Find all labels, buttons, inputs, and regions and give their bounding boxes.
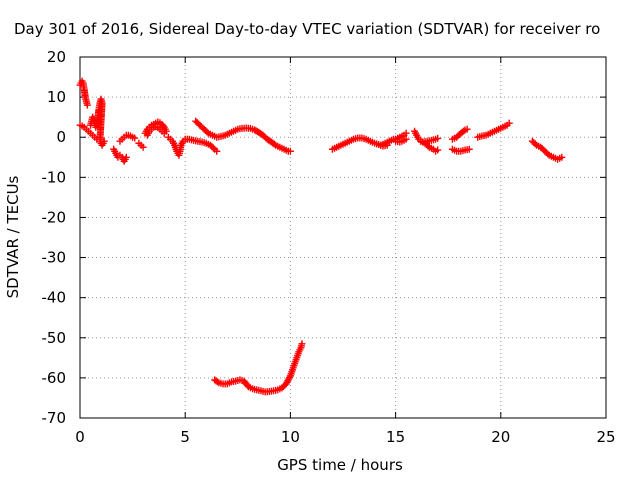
data-point	[131, 134, 139, 142]
x-tick-label: 0	[75, 428, 85, 446]
series-20	[528, 137, 566, 163]
x-tick-label: 15	[386, 428, 405, 446]
data-point	[122, 153, 130, 161]
y-tick-label: -30	[42, 249, 67, 267]
series-17	[448, 145, 473, 155]
data-point	[465, 145, 473, 153]
series-2	[87, 95, 108, 149]
series-5	[135, 139, 147, 151]
y-tick-label: -60	[42, 369, 67, 387]
y-tick-label: -50	[42, 329, 67, 347]
series-8	[164, 133, 187, 159]
data-point	[139, 143, 147, 151]
data-point	[213, 378, 221, 386]
grid-lines	[80, 57, 606, 418]
data-point	[270, 140, 278, 148]
x-tick-label: 5	[180, 428, 190, 446]
x-axis-label: GPS time / hours	[277, 456, 403, 474]
data-point	[558, 153, 566, 161]
data-point	[286, 147, 294, 155]
series-0	[76, 77, 91, 109]
data-points	[76, 77, 566, 396]
data-point	[203, 128, 211, 136]
series-12	[328, 134, 391, 153]
x-tick-label: 20	[491, 428, 510, 446]
y-tick-label: -20	[42, 208, 67, 226]
y-tick-label: -10	[42, 168, 67, 186]
data-point	[505, 119, 513, 127]
y-tick-label: 10	[47, 88, 66, 106]
series-14	[392, 135, 410, 146]
y-tick-label: 20	[47, 48, 66, 66]
data-point	[402, 129, 410, 137]
series-18	[448, 125, 471, 143]
data-point	[460, 127, 468, 135]
y-tick-label: -40	[42, 289, 67, 307]
data-point	[100, 137, 108, 145]
data-point	[424, 142, 432, 150]
data-point	[160, 129, 168, 137]
data-point	[286, 373, 294, 381]
series-10	[192, 117, 294, 155]
axis-ticks: 0 5 10 15 20 25 20 10 0 -10 -20 -30 -40 -50 -60 -70	[42, 48, 616, 446]
data-point	[298, 340, 306, 348]
series-16	[417, 137, 442, 155]
data-point	[434, 146, 442, 154]
y-axis-label: SDTVAR / TECUs	[4, 175, 22, 298]
data-point	[402, 135, 410, 143]
series-7	[143, 123, 168, 139]
series-4	[116, 131, 139, 145]
y-tick-label: -70	[42, 409, 67, 427]
series-9	[181, 135, 221, 155]
data-point	[531, 140, 539, 148]
data-point	[213, 147, 221, 155]
x-tick-label: 10	[281, 428, 300, 446]
series-1	[76, 121, 101, 143]
chart-title: Day 301 of 2016, Sidereal Day-to-day VTE…	[14, 20, 600, 38]
series-19	[474, 119, 513, 141]
data-point	[544, 150, 552, 158]
series-11	[211, 340, 306, 396]
x-tick-label: 25	[596, 428, 615, 446]
data-point	[209, 144, 217, 152]
y-tick-label: 0	[56, 128, 66, 146]
data-point	[434, 134, 442, 142]
plot-frame	[79, 56, 607, 419]
series-3	[110, 145, 130, 165]
data-point	[463, 125, 471, 133]
data-point	[83, 101, 91, 109]
